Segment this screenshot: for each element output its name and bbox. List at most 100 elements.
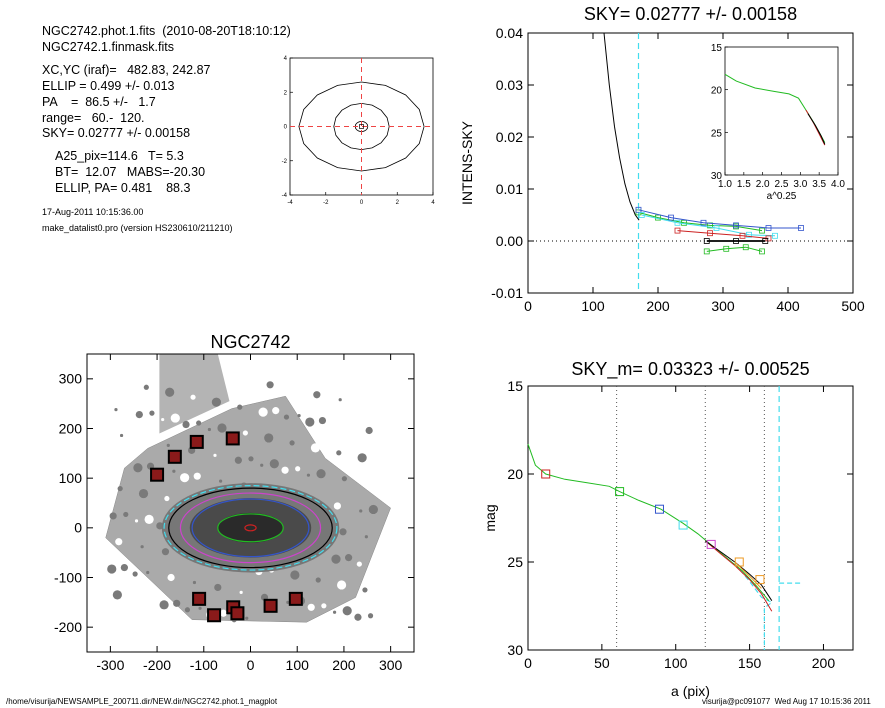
image-speckle — [336, 580, 347, 590]
contour-y-tick-label: 2 — [284, 90, 288, 96]
image-speckle — [290, 570, 300, 580]
mask-box — [189, 434, 204, 449]
image-speckle — [315, 577, 321, 583]
x-tick-label: 500 — [841, 298, 865, 314]
image-speckle — [307, 603, 315, 611]
image-speckle — [336, 450, 342, 456]
image-speckle — [344, 423, 348, 428]
image-speckle — [132, 571, 138, 577]
contour-y-tick-label: 0 — [284, 125, 288, 131]
image-speckle — [161, 417, 165, 422]
image-speckle — [339, 528, 347, 536]
inset-x-axis-label: a^0.25 — [767, 191, 797, 202]
y-tick-label: 20 — [507, 466, 523, 482]
image-speckle — [217, 423, 227, 433]
info-mask: NGC2742.1.finmask.fits — [42, 40, 174, 54]
image-speckle — [342, 606, 352, 616]
image-speckle — [182, 420, 190, 429]
x-tick-label: 100 — [664, 655, 688, 671]
image-speckle — [111, 460, 118, 466]
image-speckle — [170, 413, 180, 423]
mask-box — [225, 431, 240, 446]
image-speckle — [156, 522, 164, 530]
image-speckle — [219, 609, 228, 617]
image-speckle — [242, 430, 248, 436]
image-speckle — [289, 440, 295, 446]
y-tick-label: 100 — [59, 470, 83, 486]
sky-point — [674, 227, 681, 234]
image-speckle — [149, 410, 155, 416]
sky-point — [723, 245, 730, 252]
image-speckle — [165, 387, 175, 397]
axes-frame — [527, 385, 854, 651]
image-speckle — [297, 413, 301, 418]
contour-x-tick-label: -2 — [323, 200, 329, 206]
sky-point — [703, 238, 710, 244]
image-speckle — [125, 459, 129, 463]
inset-x-tick-label: 1.0 — [718, 179, 732, 190]
image-speckle — [138, 488, 149, 499]
image-speckle — [359, 509, 363, 513]
image-speckle — [161, 548, 170, 556]
info-sky: SKY= 0.02777 +/- 0.00158 — [42, 126, 191, 140]
isophote-ellipse — [244, 524, 257, 532]
footer-user: visurija@pc091077 Wed Aug 17 10:15:36 20… — [702, 697, 871, 706]
info-ellip: ELLIP = 0.499 +/- 0.013 — [42, 79, 175, 93]
image-speckle — [219, 479, 223, 483]
image-speckle — [367, 613, 374, 619]
image-speckle — [357, 453, 367, 463]
sky-point — [765, 225, 772, 231]
image-speckle — [112, 590, 122, 600]
image-speckle — [359, 401, 368, 409]
image-speckle — [193, 472, 201, 480]
contour-x-tick-label: 2 — [396, 200, 400, 206]
inset-y-tick-label: 30 — [711, 171, 723, 182]
image-speckle — [258, 407, 268, 417]
inset-y-tick-label: 20 — [711, 86, 723, 97]
image-speckle — [321, 603, 327, 609]
image-speckle — [332, 610, 337, 614]
x-tick-label: 300 — [711, 298, 735, 314]
sky-point — [713, 225, 720, 231]
contour-x-tick-label: 4 — [431, 200, 435, 206]
image-speckle — [306, 473, 311, 477]
x-tick-label: 200 — [332, 657, 356, 673]
isophote-ellipse — [191, 498, 310, 558]
isophote-ellipse — [179, 492, 322, 564]
x-tick-label: 100 — [286, 657, 310, 673]
inset-y-tick-label: 25 — [711, 128, 723, 139]
image-speckle — [313, 391, 321, 399]
contour-x-tick-label: 0 — [360, 200, 364, 206]
mag-series-line — [704, 540, 773, 612]
image-speckle — [108, 620, 112, 624]
x-tick-label: 200 — [812, 655, 836, 671]
mag-series-line — [527, 443, 770, 602]
image-speckle — [167, 573, 175, 582]
image-speckle — [338, 398, 342, 402]
info-range: range= 60.- 120. — [42, 111, 145, 125]
image-speckle — [144, 514, 154, 524]
sky-point — [668, 214, 674, 221]
inset-frame — [724, 46, 839, 176]
image-speckle — [341, 476, 347, 482]
sky-point — [746, 231, 752, 238]
info-filename: NGC2742.phot.1.fits (2010-08-20T18:10:12… — [42, 24, 291, 38]
sky-point — [798, 225, 804, 231]
mag-marker — [755, 575, 765, 585]
info-date: 17-Aug-2011 10:15:36.00 — [42, 207, 144, 217]
contour-line — [333, 102, 390, 151]
mag-cyan-branch — [734, 563, 773, 650]
image-speckle — [146, 570, 150, 575]
image-speckle — [363, 479, 373, 489]
image-speckle — [365, 426, 373, 435]
info-a25: A25_pix=114.6 T= 5.3 — [55, 149, 184, 163]
image-speckle — [272, 407, 280, 415]
y-tick-label: 25 — [507, 554, 523, 570]
mag-marker — [734, 557, 744, 567]
x-tick-label: 0 — [524, 298, 532, 314]
mask-box — [167, 449, 182, 464]
inset-x-tick-label: 1.5 — [737, 179, 751, 190]
image-field-top — [159, 354, 230, 434]
info-program: make_datalist0.pro (version HS230610/211… — [42, 223, 233, 233]
isophote-ellipse — [168, 487, 333, 569]
